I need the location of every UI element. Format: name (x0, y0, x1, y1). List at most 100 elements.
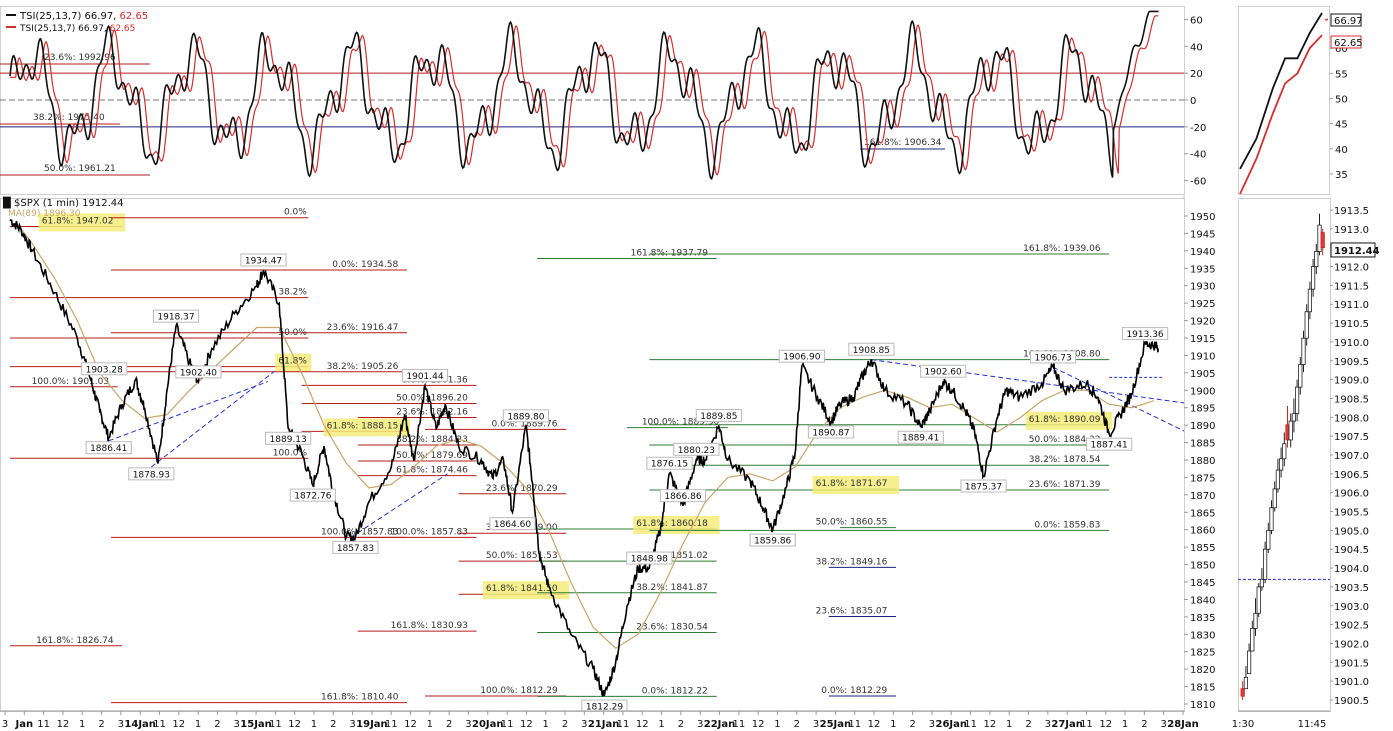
price-side-candle-body (1311, 266, 1316, 290)
price-point-label-box (695, 408, 742, 422)
price-point-label: 1889.41 (902, 434, 939, 444)
x-tick-label: 11 (385, 719, 398, 730)
x-tick-label: 1 (890, 719, 896, 730)
price-side-candle-body (1269, 507, 1274, 531)
x-tick-label: 12 (520, 719, 533, 730)
price-point-label: 1859.86 (754, 537, 791, 547)
tsi-legend-label: TSI(25,13,7) 66.97, 62.65 (19, 11, 148, 22)
fib-highlight-box (38, 213, 126, 232)
price-point-label: 1880.23 (678, 446, 715, 456)
price-side-y-tick-label: 1908.0 (1334, 413, 1369, 424)
x-tick-label: 11 (848, 719, 861, 730)
x-tick-label: 27Jan (1051, 719, 1083, 730)
tsi-legend-signal-value: 62.65 (120, 11, 149, 22)
tsi-side-series-line (1239, 34, 1323, 194)
price-y-tick-label: 1820 (1190, 665, 1215, 676)
trend-line (350, 473, 448, 538)
tsi-y-tick-label: 20 (1190, 69, 1203, 80)
price-point-label: 1934.47 (245, 257, 282, 267)
price-side-candle-body (1279, 458, 1284, 471)
tsi-fib-label: 50.0%: 1961.21 (44, 164, 116, 174)
x-tick-label: 3 (349, 719, 355, 730)
price-side-y-tick-label: 1900.5 (1334, 696, 1369, 707)
price-side-candle-body (1253, 612, 1258, 629)
fib-highlight-box (812, 475, 900, 494)
price-y-tick-label: 1830 (1190, 630, 1215, 641)
x-tick-label: Jan (15, 719, 34, 730)
fib-level-label: 38.2%: 1849.16 (816, 557, 888, 567)
fib-level-label: 50.0%: 1884.32 (1029, 435, 1101, 445)
price-side-y-tick-label: 1905.0 (1334, 526, 1369, 537)
x-tick-label: 12 (57, 719, 70, 730)
price-point-label-box (128, 467, 175, 481)
fib-level-label: 100.0%: 1857.83 (321, 527, 398, 537)
fib-level-label: 161.8%: 1810.40 (321, 693, 399, 703)
price-y-tick-label: 1910 (1190, 351, 1215, 362)
fib-level-label: 100.0%: 1812.29 (480, 686, 558, 696)
x-tick-label: 2 (678, 719, 684, 730)
price-point-label-box (489, 517, 536, 531)
price-side-y-tick-label: 1901.0 (1334, 677, 1369, 688)
tsi-legend-signal-value: 62.65 (110, 24, 136, 34)
price-side-y-tick-label: 1912.0 (1334, 263, 1369, 274)
price-side-candle-body (1320, 232, 1325, 249)
price-point-label-box (81, 362, 128, 376)
fib-level-label: 61.8%: 1860.18 (636, 519, 708, 529)
tsi-y-tick-label: -20 (1190, 123, 1206, 134)
fib-highlight-box (1025, 411, 1113, 430)
x-tick-label: 3 (581, 719, 587, 730)
price-panel-title: $SPX (1 min) 1912.44 (14, 198, 124, 209)
price-point-label: 1906.90 (783, 353, 820, 363)
x-tick-label: 2 (562, 719, 568, 730)
x-tick-label: 11 (732, 719, 745, 730)
price-point-label: 1848.98 (631, 555, 668, 565)
tsi-fib-label: 23.6%: 1992.96 (44, 53, 116, 63)
price-y-tick-label: 1880 (1190, 456, 1215, 467)
price-point-label: 1876.15 (651, 460, 688, 470)
x-tick-label: 2 (909, 719, 915, 730)
fib-level-label: 23.6%: 1916.47 (327, 323, 399, 333)
chart-headers: TSI(25,13,7) 66.97, 62.65 TSI(25,13,7) 66… (2, 11, 148, 219)
price-point-label-box (1086, 437, 1133, 451)
side-x-tick-label: 11:45 (1298, 719, 1327, 730)
price-y-tick-label: 1850 (1190, 561, 1215, 572)
fib-level-label: 23.6%: 1870.29 (486, 484, 558, 494)
price-point-label: 1903.28 (86, 365, 123, 375)
fib-level-label: 23.6%: 1835.07 (816, 607, 888, 617)
price-side-candle-body (1288, 420, 1293, 441)
price-side-y-tick-label: 1911.0 (1334, 300, 1369, 311)
price-side-candle-body (1256, 586, 1261, 614)
fib-level-label: 0.0%: 1812.22 (642, 686, 708, 696)
x-tick-label: 3 (1045, 719, 1051, 730)
price-y-tick-label: 1865 (1190, 508, 1215, 519)
tsi-side-y-tick-label: 35 (1335, 170, 1348, 181)
price-y-tick-label: 1895 (1190, 404, 1215, 415)
x-tick-label: 3 (929, 719, 935, 730)
price-side-y-tick-label: 1903.0 (1334, 602, 1369, 613)
price-y-tick-label: 1840 (1190, 595, 1215, 606)
fib-level-label: 0.0%: 1889.76 (492, 419, 558, 429)
fib-level-label: 100.0%: 1889.30 (642, 418, 720, 428)
price-side-y-tick-label: 1901.5 (1334, 658, 1369, 669)
price-side-candle-body (1291, 413, 1296, 422)
price-y-tick-label: 1835 (1190, 613, 1215, 624)
x-tick-label: 12 (1099, 719, 1112, 730)
fib-level-label: 50.0%: 1879.69 (396, 451, 468, 461)
price-point-label-box (920, 364, 967, 378)
last-price-label: 1912.44 (1334, 246, 1380, 257)
tsi-side-y-tick-label: 50 (1335, 94, 1348, 105)
x-tick-label: 19Jan (356, 719, 388, 730)
price-point-label-box (265, 431, 312, 445)
x-tick-label: 3 (234, 719, 240, 730)
fib-level-label: 23.6%: 1871.39 (1029, 480, 1101, 490)
x-tick-label: 12 (984, 719, 997, 730)
x-tick-label: 22Jan (704, 719, 736, 730)
panel-frames (0, 6, 1331, 712)
price-point-label-box (646, 456, 693, 470)
price-point-label: 1812.29 (586, 702, 623, 712)
x-tick-label: 11 (501, 719, 514, 730)
x-tick-label: 12 (752, 719, 765, 730)
tsi-side-y-tick-label: 60 (1335, 44, 1348, 55)
price-point-label-box (749, 533, 796, 547)
price-side-candle-body (1282, 443, 1287, 460)
